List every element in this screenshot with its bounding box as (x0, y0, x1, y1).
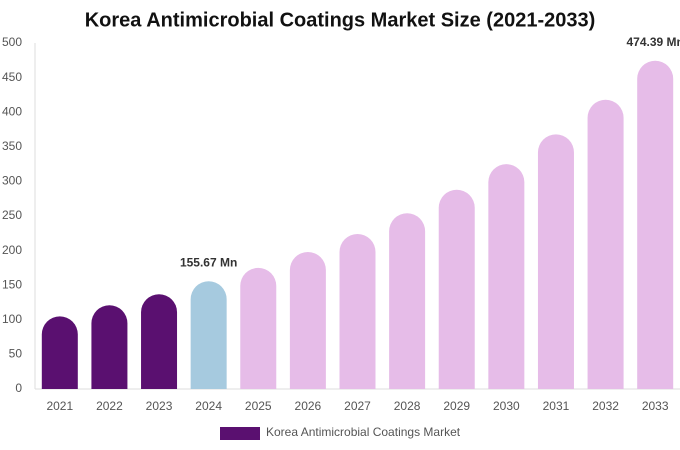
bar (438, 189, 475, 389)
bar (488, 164, 525, 389)
x-tick-label: 2030 (493, 399, 520, 413)
bar (339, 233, 376, 389)
legend-swatch (220, 427, 260, 440)
x-tick-label: 2021 (46, 399, 73, 413)
x-tick-label: 2025 (245, 399, 272, 413)
y-tick-label: 200 (2, 243, 22, 257)
y-tick-label: 50 (9, 347, 23, 361)
x-tick-label: 2032 (592, 399, 619, 413)
bar (41, 316, 78, 389)
bar (141, 294, 178, 389)
bar (91, 305, 128, 389)
bar (537, 134, 574, 389)
x-tick-label: 2022 (96, 399, 123, 413)
x-tick-label: 2033 (642, 399, 669, 413)
x-tick-label: 2031 (543, 399, 570, 413)
x-tick-label: 2023 (146, 399, 173, 413)
bar (389, 213, 426, 389)
y-tick-label: 300 (2, 174, 22, 188)
value-label: 155.67 Mn (180, 255, 237, 269)
value-label: 474.39 Mn (627, 35, 680, 49)
legend-label: Korea Antimicrobial Coatings Market (266, 425, 461, 439)
y-tick-label: 400 (2, 104, 22, 118)
x-tick-label: 2026 (295, 399, 322, 413)
bar (289, 251, 326, 389)
y-tick-label: 450 (2, 70, 22, 84)
y-tick-label: 150 (2, 277, 22, 291)
x-tick-label: 2027 (344, 399, 371, 413)
bar (637, 60, 674, 390)
x-tick-label: 2024 (195, 399, 222, 413)
chart-title: Korea Antimicrobial Coatings Market Size… (85, 9, 596, 31)
bar (587, 99, 624, 389)
bar (190, 281, 227, 389)
bar (240, 267, 277, 389)
y-tick-label: 100 (2, 312, 22, 326)
x-tick-label: 2029 (443, 399, 470, 413)
y-tick-label: 250 (2, 208, 22, 222)
x-tick-label: 2028 (394, 399, 421, 413)
y-tick-label: 350 (2, 139, 22, 153)
y-tick-label: 500 (2, 35, 22, 49)
y-tick-label: 0 (15, 381, 22, 395)
